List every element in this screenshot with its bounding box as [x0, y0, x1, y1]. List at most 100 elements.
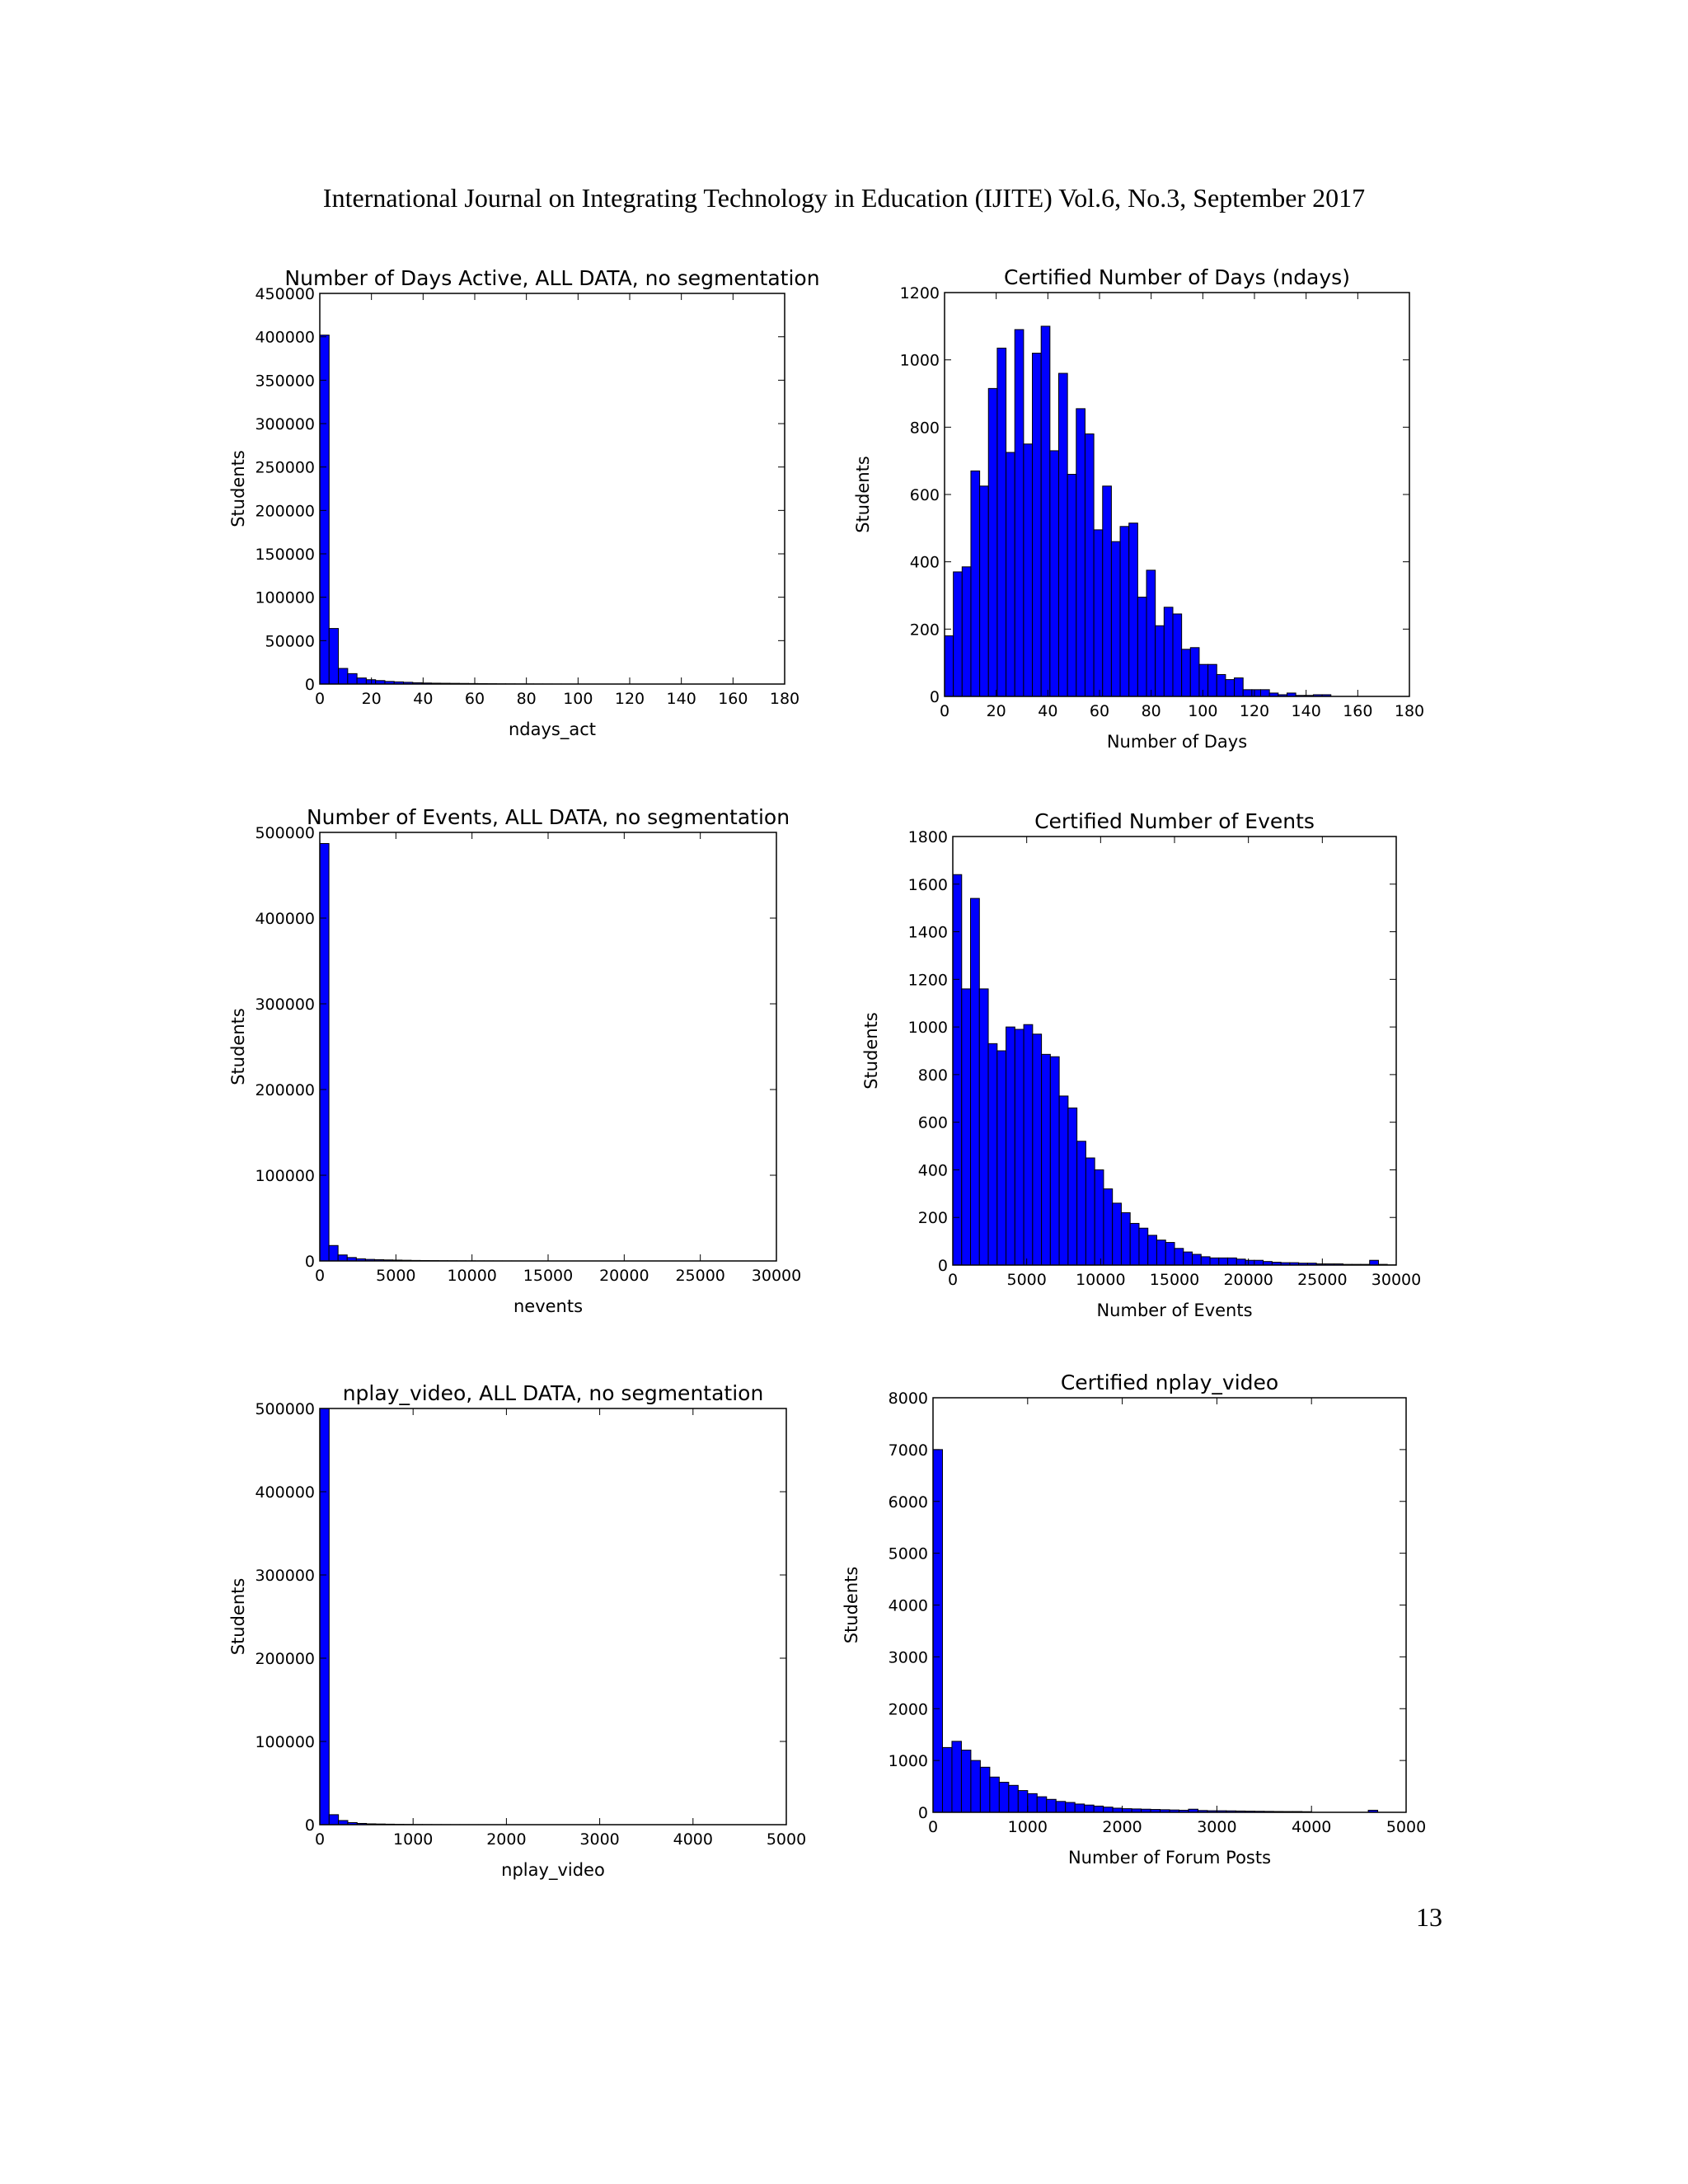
y-tick-label: 3000	[889, 1648, 928, 1666]
x-tick-label: 1000	[393, 1830, 433, 1849]
x-axis-label: Number of Days	[1107, 732, 1247, 752]
y-tick-label: 0	[918, 1804, 928, 1822]
histogram-bar	[970, 898, 980, 1266]
y-tick-label: 0	[938, 1257, 948, 1275]
x-tick-label: 80	[517, 690, 537, 708]
histogram-bar	[347, 673, 358, 685]
y-tick-label: 450000	[255, 285, 315, 303]
y-tick-label: 7000	[889, 1441, 928, 1460]
histogram-bar	[1242, 689, 1253, 697]
x-tick-label: 2000	[1102, 1818, 1142, 1836]
chart-title: nplay_video, ALL DATA, no segmentation	[343, 1381, 764, 1405]
plot-frame	[932, 1397, 1407, 1813]
chart-2-certified-days: 0 20 40 60 80 100 120 140 160 180 0 200 400 600 800 100…	[853, 265, 1424, 752]
histogram-bar	[1046, 1798, 1057, 1813]
y-tick-label: 4000	[889, 1597, 928, 1615]
y-tick-label: 400000	[255, 910, 315, 928]
histogram-bar	[989, 1776, 1000, 1813]
chart-4-certified-events: 0 5000 10000 15000 20000 25000 30000 0 200 400 600…	[861, 809, 1421, 1320]
histogram-bar	[1200, 1256, 1211, 1266]
x-tick-label: 25000	[675, 1267, 724, 1285]
histogram-bar	[953, 571, 963, 697]
histogram-bar	[1023, 443, 1034, 697]
histogram-bar	[1017, 1790, 1029, 1813]
x-tick-label: 80	[1142, 702, 1161, 720]
y-tick-label: 350000	[255, 372, 315, 390]
histogram-bar	[1023, 1024, 1034, 1266]
y-tick-label: 150000	[255, 546, 315, 564]
histogram-bar	[944, 635, 954, 697]
x-tick-label: 3000	[1197, 1818, 1236, 1836]
histogram-bar	[1014, 329, 1025, 697]
histogram-bar	[979, 485, 989, 697]
y-tick-label: 5000	[889, 1545, 928, 1563]
histogram-bar	[1036, 1796, 1048, 1813]
histogram-bar	[1055, 1801, 1067, 1813]
histogram-bar	[338, 668, 349, 685]
histogram-bar	[1254, 1259, 1264, 1266]
histogram-bar	[1112, 1202, 1122, 1266]
histogram-bar	[1138, 1227, 1149, 1266]
histogram-bar	[1065, 1802, 1076, 1813]
histogram-bar	[356, 677, 367, 685]
histogram-bar	[1225, 679, 1236, 697]
histogram-bar	[987, 1043, 998, 1266]
y-tick-label: 500000	[255, 824, 315, 842]
x-tick-label: 180	[1395, 702, 1424, 720]
y-tick-label: 200000	[255, 1650, 315, 1668]
histogram-bar	[1085, 1157, 1095, 1266]
y-tick-label: 300000	[255, 415, 315, 434]
histogram-bar	[1129, 1222, 1140, 1266]
histogram-bar	[319, 843, 330, 1262]
chart-5-nplay-video-all: 0 1000 2000 3000 4000 5000 0 100000 200000 300000…	[228, 1381, 806, 1881]
histogram-bar	[1183, 1251, 1193, 1266]
histogram-bar	[1369, 1259, 1379, 1266]
histogram-bar	[1209, 1257, 1220, 1266]
y-tick-label: 1200	[908, 971, 948, 989]
chart-title: Number of Days Active, ALL DATA, no segm…	[284, 266, 819, 290]
histogram-bar	[961, 566, 972, 697]
histogram-bar	[952, 874, 963, 1266]
histogram-bar	[1181, 649, 1191, 697]
histogram-bar	[932, 1449, 943, 1813]
histogram-bar	[1216, 673, 1226, 697]
x-tick-label: 15000	[1150, 1271, 1199, 1289]
histogram-bar	[1172, 613, 1183, 697]
histogram-bar	[1084, 1804, 1095, 1813]
histogram-bar	[1165, 1242, 1175, 1266]
histogram-bar	[941, 1746, 953, 1813]
page-header: International Journal on Integrating Tec…	[322, 183, 1366, 213]
histogram-bar	[960, 1750, 972, 1813]
y-tick-label: 100000	[255, 1167, 315, 1185]
y-tick-label: 50000	[265, 632, 315, 650]
y-tick-label: 400000	[255, 329, 315, 347]
histogram-bar	[1174, 1248, 1184, 1266]
histogram-bar	[1094, 1169, 1104, 1266]
y-axis-label: Students	[228, 1008, 248, 1085]
histogram-bar	[338, 1820, 349, 1825]
y-axis-label: Students	[861, 1012, 881, 1090]
histogram-bar	[1236, 1258, 1246, 1266]
histogram-bar	[1067, 474, 1077, 697]
histogram-bar	[1076, 1141, 1086, 1266]
plot-frame	[319, 293, 785, 685]
x-tick-label: 5000	[1006, 1271, 1046, 1289]
histogram-bar	[1110, 541, 1121, 697]
histogram-bar	[1120, 1212, 1131, 1266]
histogram-bar	[1103, 1188, 1114, 1266]
histogram-bar	[1260, 689, 1270, 697]
x-tick-label: 5000	[767, 1830, 806, 1849]
chart-3-events-all: 0 5000 10000 15000 20000 25000 300000100000200…	[228, 805, 801, 1316]
chart-title: Certified Number of Events	[1034, 809, 1315, 833]
histogram-bar	[1049, 1056, 1060, 1266]
x-tick-label: 180	[770, 690, 799, 708]
x-tick-label: 20000	[1223, 1271, 1273, 1289]
y-tick-label: 1000	[908, 1019, 948, 1037]
histogram-bar	[1163, 607, 1174, 697]
y-tick-label: 2000	[889, 1700, 928, 1718]
histogram-bar	[337, 1254, 348, 1262]
histogram-bar	[1198, 663, 1209, 697]
x-tick-label: 30000	[752, 1267, 801, 1285]
y-tick-label: 1000	[900, 352, 940, 370]
y-tick-label: 400	[918, 1161, 948, 1179]
